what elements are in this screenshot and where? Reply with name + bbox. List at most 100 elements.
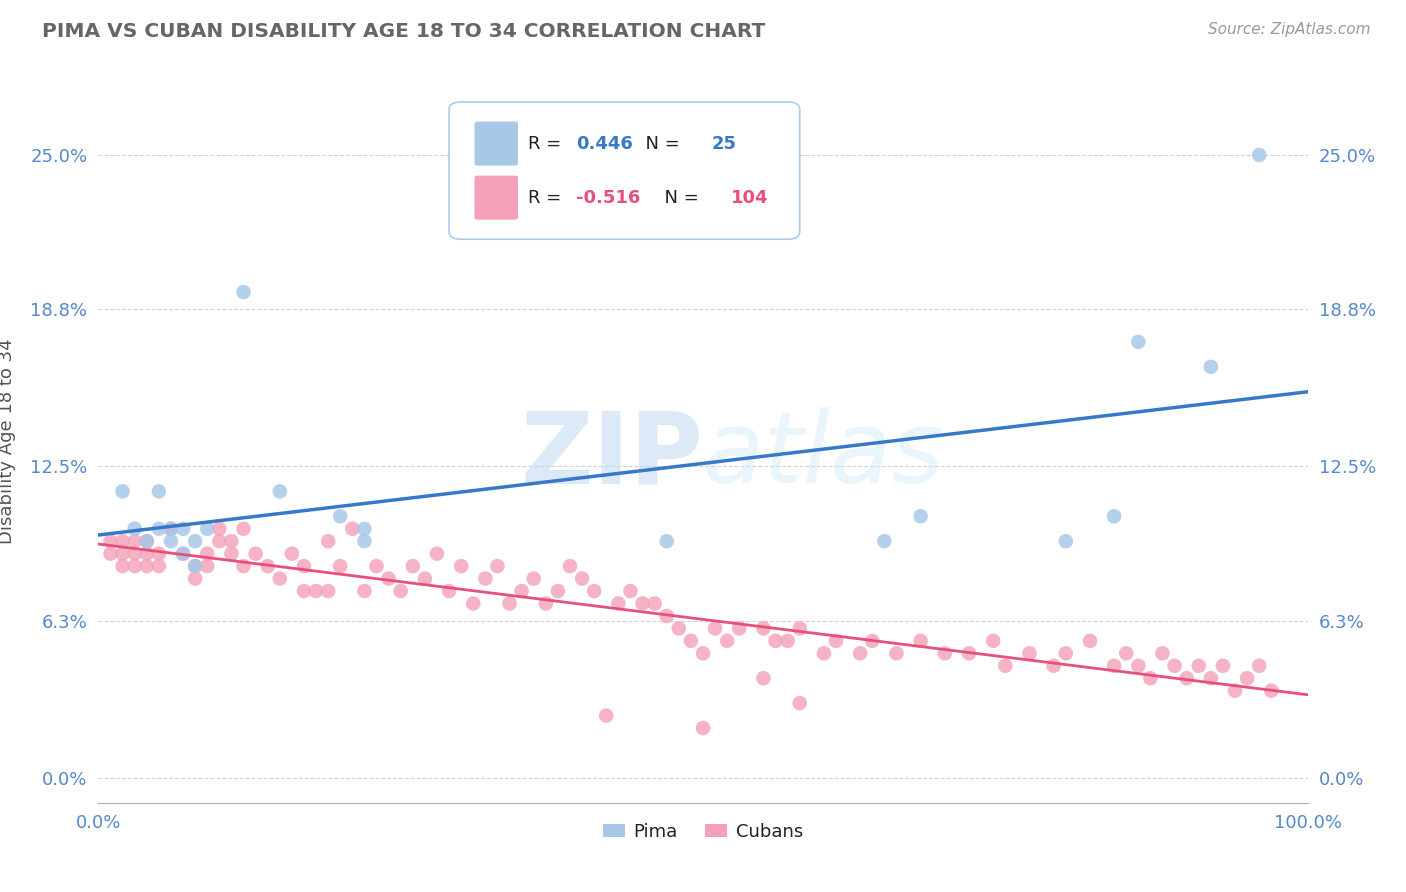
Text: 0.446: 0.446 xyxy=(576,135,633,153)
Point xyxy=(124,559,146,574)
Point xyxy=(221,547,243,561)
Point xyxy=(910,509,932,524)
Point xyxy=(668,621,690,635)
Y-axis label: Disability Age 18 to 34: Disability Age 18 to 34 xyxy=(0,339,17,544)
Point xyxy=(631,597,654,611)
Point xyxy=(886,646,908,660)
Point xyxy=(716,633,738,648)
Point xyxy=(135,559,157,574)
Point xyxy=(389,584,412,599)
Point xyxy=(148,484,170,499)
Text: PIMA VS CUBAN DISABILITY AGE 18 TO 34 CORRELATION CHART: PIMA VS CUBAN DISABILITY AGE 18 TO 34 CO… xyxy=(42,22,765,41)
Point xyxy=(450,559,472,574)
Point xyxy=(232,522,254,536)
FancyBboxPatch shape xyxy=(474,121,517,166)
Point xyxy=(994,658,1017,673)
Point xyxy=(655,534,678,549)
Point xyxy=(1175,671,1198,685)
Point xyxy=(353,522,375,536)
Point xyxy=(523,572,546,586)
Point xyxy=(534,597,557,611)
Point xyxy=(1260,683,1282,698)
Point xyxy=(981,633,1004,648)
FancyBboxPatch shape xyxy=(449,102,800,239)
Point xyxy=(547,584,569,599)
Point xyxy=(486,559,509,574)
Text: -0.516: -0.516 xyxy=(576,188,640,207)
Point xyxy=(195,559,218,574)
Text: ZIP: ZIP xyxy=(520,408,703,505)
Point xyxy=(100,534,122,549)
Text: 25: 25 xyxy=(711,135,737,153)
Point xyxy=(135,534,157,549)
Point xyxy=(111,559,134,574)
Point xyxy=(160,522,183,536)
Point xyxy=(644,597,666,611)
Point xyxy=(619,584,641,599)
Point xyxy=(1054,534,1077,549)
Point xyxy=(1188,658,1211,673)
Point xyxy=(558,559,581,574)
Point xyxy=(124,522,146,536)
Point xyxy=(1199,359,1222,374)
Point xyxy=(873,534,896,549)
Point xyxy=(305,584,328,599)
Point xyxy=(100,547,122,561)
Point xyxy=(849,646,872,660)
Point xyxy=(1018,646,1040,660)
Point xyxy=(1078,633,1101,648)
Point xyxy=(934,646,956,660)
Point xyxy=(1054,646,1077,660)
Point xyxy=(281,547,304,561)
Point xyxy=(1102,658,1125,673)
Point xyxy=(172,547,194,561)
Point xyxy=(1139,671,1161,685)
Point xyxy=(208,522,231,536)
Point xyxy=(789,621,811,635)
Point xyxy=(269,484,291,499)
Point xyxy=(1249,658,1271,673)
Point xyxy=(184,534,207,549)
Point xyxy=(1163,658,1185,673)
Legend: Pima, Cubans: Pima, Cubans xyxy=(596,815,810,848)
Point xyxy=(124,547,146,561)
Point xyxy=(1152,646,1174,660)
Point xyxy=(957,646,980,660)
Point xyxy=(607,597,630,611)
Point xyxy=(316,584,339,599)
Point xyxy=(728,621,751,635)
Point xyxy=(752,671,775,685)
Point xyxy=(353,534,375,549)
Point xyxy=(135,547,157,561)
Point xyxy=(571,572,593,586)
Point xyxy=(1223,683,1246,698)
Text: atlas: atlas xyxy=(703,408,945,505)
Point xyxy=(1249,148,1271,162)
Point xyxy=(111,547,134,561)
Point xyxy=(679,633,702,648)
Point xyxy=(160,522,183,536)
Point xyxy=(860,633,883,648)
Point xyxy=(463,597,485,611)
Point xyxy=(232,559,254,574)
Point xyxy=(111,484,134,499)
Point xyxy=(148,559,170,574)
Point xyxy=(172,547,194,561)
Point xyxy=(353,584,375,599)
Point xyxy=(160,534,183,549)
Point xyxy=(316,534,339,549)
FancyBboxPatch shape xyxy=(474,176,517,219)
Point xyxy=(135,534,157,549)
Point xyxy=(195,522,218,536)
Point xyxy=(377,572,399,586)
Point xyxy=(655,609,678,624)
Point xyxy=(1042,658,1064,673)
Point xyxy=(208,534,231,549)
Text: R =: R = xyxy=(527,135,567,153)
Text: 104: 104 xyxy=(731,188,768,207)
Point xyxy=(692,721,714,735)
Point xyxy=(366,559,388,574)
Point xyxy=(256,559,278,574)
Point xyxy=(813,646,835,660)
Point xyxy=(402,559,425,574)
